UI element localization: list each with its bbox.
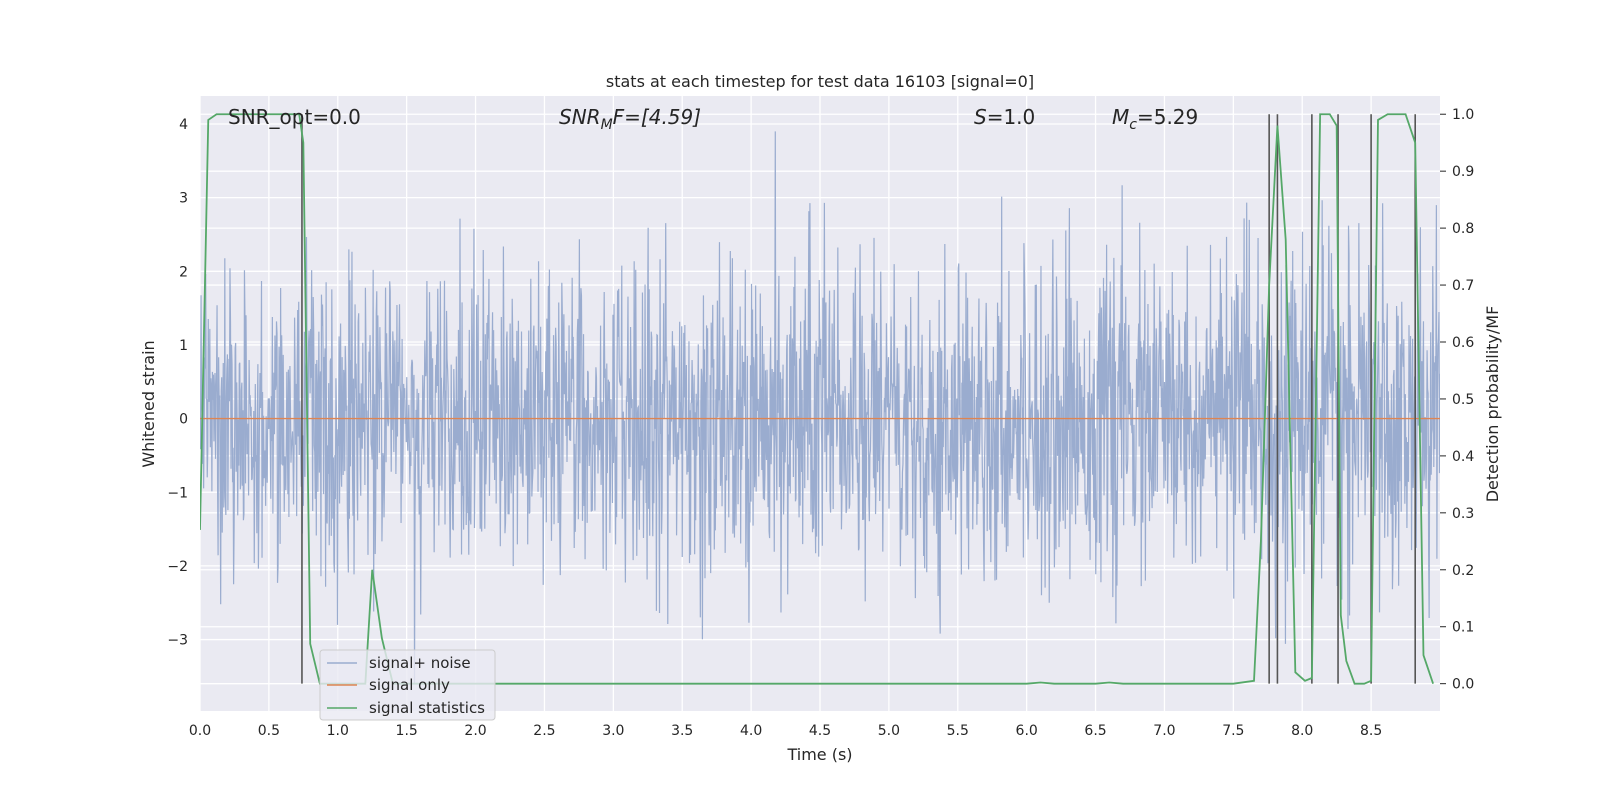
y2-axis-label: Detection probability/MF	[1483, 306, 1502, 503]
y-tick-label: −2	[167, 559, 188, 575]
legend-label-signal-only: signal only	[369, 676, 450, 694]
annotation-mc-rest: =5.29	[1137, 105, 1198, 129]
y2-tick-label: 0.8	[1452, 221, 1474, 237]
annotation-s: S=1.0	[974, 105, 1035, 129]
y-axis-ticks: −3 −2 −1 0 1 2 3 4	[167, 117, 188, 649]
y2-tick-label: 0.9	[1452, 164, 1474, 180]
x-tick-label: 2.0	[464, 723, 486, 739]
y2-tick-label: 1.0	[1452, 107, 1474, 123]
x-tick-label: 3.5	[671, 723, 693, 739]
x-tick-label: 8.5	[1360, 723, 1382, 739]
x-tick-label: 6.5	[1084, 723, 1106, 739]
chart-title: stats at each timestep for test data 161…	[606, 72, 1034, 91]
annotation-snr-opt: SNR_opt=0.0	[228, 105, 361, 129]
y2-tick-label: 0.2	[1452, 563, 1474, 579]
x-tick-label: 2.5	[533, 723, 555, 739]
annotation-s-var: S	[974, 105, 987, 129]
x-tick-label: 7.5	[1222, 723, 1244, 739]
y-tick-label: −1	[167, 485, 188, 501]
x-tick-label: 7.0	[1153, 723, 1175, 739]
signal-noise-line	[200, 131, 1440, 684]
x-tick-label: 8.0	[1291, 723, 1313, 739]
annotation-mc-sub: c	[1129, 117, 1137, 133]
annotation-snr-mf-base: SNR	[559, 105, 601, 129]
series-signal-noise	[200, 131, 1440, 684]
x-tick-label: 0.0	[189, 723, 211, 739]
legend-label-signal-statistics: signal statistics	[369, 699, 485, 717]
y-tick-label: 1	[179, 338, 188, 354]
y2-axis-ticks: 0.0 0.1 0.2 0.3 0.4 0.5 0.6 0.7 0.8 0.9 1.0	[1440, 107, 1474, 693]
x-tick-label: 6.0	[1016, 723, 1038, 739]
x-tick-label: 5.0	[878, 723, 900, 739]
annotation-snr-mf: SNRMF=[4.59]	[559, 105, 701, 133]
y2-tick-label: 0.7	[1452, 278, 1474, 294]
y2-tick-label: 0.0	[1452, 677, 1474, 693]
x-tick-label: 4.5	[809, 723, 831, 739]
y2-tick-label: 0.5	[1452, 392, 1474, 408]
x-tick-label: 5.5	[947, 723, 969, 739]
y2-tick-label: 0.3	[1452, 506, 1474, 522]
legend: signal+ noise signal only signal statist…	[319, 649, 496, 721]
x-tick-label: 3.0	[602, 723, 624, 739]
y-tick-label: 0	[179, 412, 188, 428]
annotation-snr-mf-sub: M	[601, 117, 613, 133]
y2-tick-label: 0.1	[1452, 620, 1474, 636]
y-tick-label: 4	[179, 117, 188, 133]
y-axis-label: Whitened strain	[139, 340, 158, 467]
x-tick-label: 1.0	[327, 723, 349, 739]
x-axis-ticks: 0.0 0.5 1.0 1.5 2.0 2.5 3.0 3.5 4.0 4.5 5.0 5.5 6.0 6…	[189, 723, 1382, 739]
y-tick-label: 2	[179, 264, 188, 280]
x-tick-label: 0.5	[258, 723, 280, 739]
x-axis-label: Time (s)	[786, 745, 852, 764]
vertical-markers	[301, 114, 1416, 684]
annotation-s-rest: =1.0	[987, 105, 1036, 129]
annotation-mc: Mc=5.29	[1112, 105, 1198, 133]
y2-tick-label: 0.6	[1452, 335, 1474, 351]
x-tick-label: 1.5	[396, 723, 418, 739]
x-tick-label: 4.0	[740, 723, 762, 739]
legend-label-signal-noise: signal+ noise	[369, 654, 471, 672]
annotation-mc-var: M	[1112, 105, 1129, 129]
y-tick-label: −3	[167, 633, 188, 649]
legend-box	[319, 649, 496, 721]
y-tick-label: 3	[179, 191, 188, 207]
annotation-snr-mf-rest: F=[4.59]	[613, 105, 701, 129]
y2-tick-label: 0.4	[1452, 449, 1474, 465]
